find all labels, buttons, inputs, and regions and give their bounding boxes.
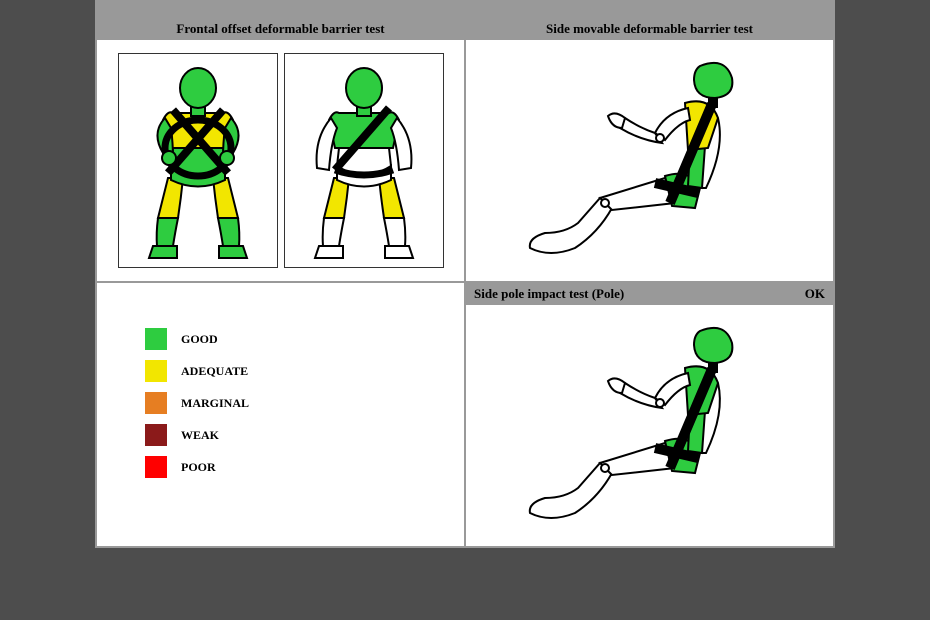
passenger-dummy-box — [284, 53, 444, 268]
legend-item-adequate: ADEQUATE — [145, 360, 249, 382]
side-pole-title: Side pole impact test (Pole) — [474, 286, 624, 302]
legend-label-marginal: MARGINAL — [181, 396, 249, 411]
legend-item-good: GOOD — [145, 328, 249, 350]
passenger-dummy-icon — [289, 58, 439, 263]
side-pole-result: OK — [805, 286, 825, 302]
swatch-marginal — [145, 392, 167, 414]
frontal-panel: Frontal offset deformable barrier test — [96, 17, 465, 282]
legend-body: GOOD ADEQUATE MARGINAL WEAK — [97, 283, 464, 523]
swatch-weak — [145, 424, 167, 446]
top-bar — [96, 1, 834, 17]
swatch-adequate — [145, 360, 167, 382]
frontal-title: Frontal offset deformable barrier test — [176, 21, 384, 37]
side-barrier-panel: Side movable deformable barrier test — [465, 17, 834, 282]
legend-list: GOOD ADEQUATE MARGINAL WEAK — [105, 328, 249, 478]
frontal-dummies — [118, 53, 444, 268]
side-barrier-header: Side movable deformable barrier test — [466, 18, 833, 40]
report-page: Frontal offset deformable barrier test — [95, 0, 835, 548]
legend-label-adequate: ADEQUATE — [181, 364, 248, 379]
side-pole-panel: Side pole impact test (Pole) OK — [465, 282, 834, 547]
frontal-header: Frontal offset deformable barrier test — [97, 18, 464, 40]
legend-panel: GOOD ADEQUATE MARGINAL WEAK — [96, 282, 465, 547]
side-barrier-dummy-icon — [490, 48, 810, 273]
legend-item-marginal: MARGINAL — [145, 392, 249, 414]
side-barrier-title: Side movable deformable barrier test — [546, 21, 753, 37]
side-barrier-body — [466, 40, 833, 281]
legend-label-poor: POOR — [181, 460, 216, 475]
legend-item-poor: POOR — [145, 456, 249, 478]
side-pole-body — [466, 305, 833, 546]
legend-label-weak: WEAK — [181, 428, 219, 443]
frontal-body — [97, 40, 464, 280]
results-grid: Frontal offset deformable barrier test — [96, 17, 834, 547]
swatch-poor — [145, 456, 167, 478]
swatch-good — [145, 328, 167, 350]
side-pole-header: Side pole impact test (Pole) OK — [466, 283, 833, 305]
driver-dummy-box — [118, 53, 278, 268]
driver-dummy-icon — [123, 58, 273, 263]
legend-item-weak: WEAK — [145, 424, 249, 446]
side-pole-dummy-icon — [490, 313, 810, 538]
legend-label-good: GOOD — [181, 332, 218, 347]
